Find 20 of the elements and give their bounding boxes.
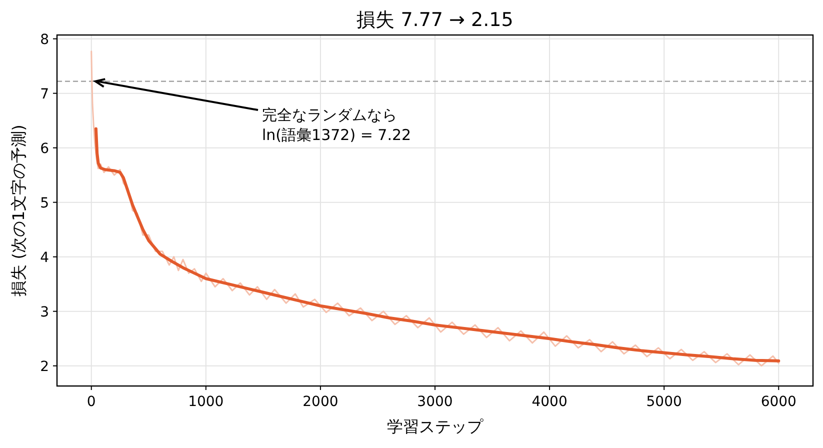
- y-tick-label: 3: [40, 304, 49, 320]
- x-tick-label: 4000: [532, 394, 568, 410]
- x-tick-label: 2000: [302, 394, 338, 410]
- y-tick-label: 6: [40, 140, 50, 157]
- y-tick-label: 2: [40, 358, 49, 375]
- line-series: [90, 50, 780, 367]
- line-series: [94, 127, 780, 362]
- y-tick-label: 4: [40, 250, 50, 266]
- y-tick-label: 5: [40, 195, 49, 212]
- y-axis-title: 損失 (次の1文字の予測): [9, 124, 28, 296]
- annotation: 完全なランダムなら ln(語彙1372) = 7.22: [262, 106, 412, 144]
- x-tick-label: 1000: [188, 394, 224, 410]
- y-tick-label: 8: [40, 32, 49, 48]
- x-tick-label: 6000: [760, 394, 796, 410]
- y-tick-label: 7: [40, 86, 49, 102]
- x-tick-label: 0: [86, 394, 96, 410]
- chart-title: 損失 7.77 → 2.15: [356, 9, 514, 31]
- x-tick-label: 5000: [646, 394, 682, 410]
- x-tick-label: 3000: [417, 394, 453, 410]
- x-axis-title: 学習ステップ: [387, 417, 484, 436]
